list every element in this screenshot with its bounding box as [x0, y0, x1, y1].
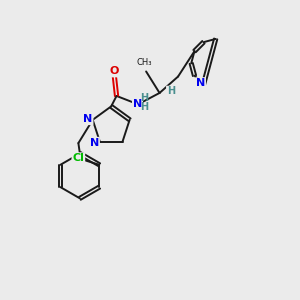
Text: N: N: [196, 78, 205, 88]
Text: O: O: [110, 67, 119, 76]
Text: N: N: [133, 99, 142, 109]
Text: Cl: Cl: [72, 153, 84, 163]
Text: H: H: [141, 93, 149, 103]
Text: N: N: [90, 138, 99, 148]
Text: H: H: [167, 86, 175, 97]
Text: CH₃: CH₃: [137, 58, 152, 67]
Text: N: N: [83, 114, 93, 124]
Text: H: H: [141, 102, 149, 112]
